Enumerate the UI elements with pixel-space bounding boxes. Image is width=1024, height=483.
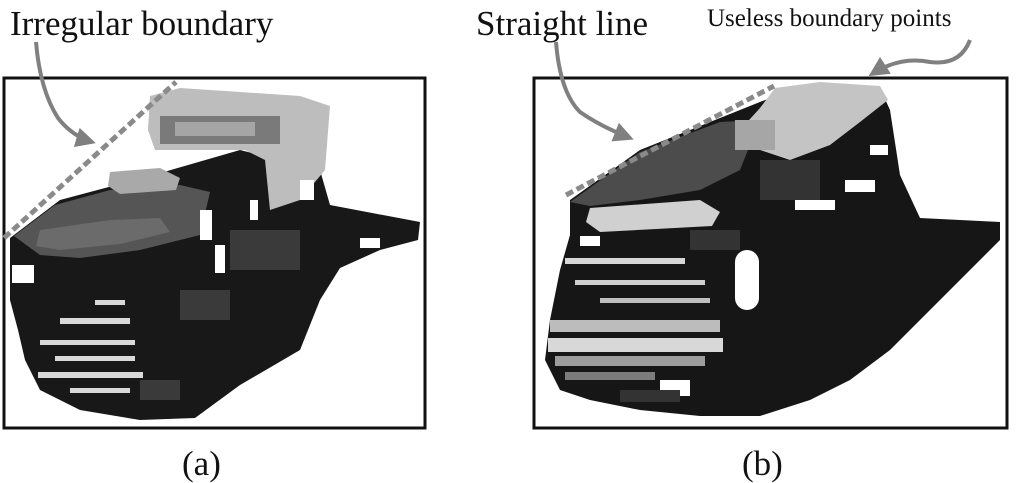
vehicle-b-side [620,160,820,402]
vehicle-a-top-band-2 [175,122,255,136]
vehicle-b-grill [548,258,723,380]
panel-a-arrow [34,41,96,147]
panel-b-caption: (b) [742,444,783,483]
panel-a-boundary-line [2,80,178,240]
panel-b-straight-line [564,83,776,198]
panel-a [2,41,427,430]
vehicle-a [10,88,420,420]
vehicle-b-roof [570,120,760,206]
vehicle-a-hood [108,168,180,194]
panel-b-points-arrow [868,39,972,77]
vehicle-b [545,82,1000,416]
panel-b-line-annotation: Straight line [476,4,649,43]
vehicle-a-holes [12,180,380,283]
panel-b-points-annotation: Useless boundary points [707,5,952,32]
vehicle-b-top-light [740,82,888,160]
vehicle-b-windshield [586,200,720,232]
vehicle-a-grill [38,300,143,393]
vehicle-a-side [140,230,300,400]
vehicle-a-hood-2 [36,218,170,250]
panel-a-caption: (a) [182,444,221,483]
panel-b-line-arrow [554,41,634,142]
panel-a-annotation: Irregular boundary [10,4,274,43]
panel-b [532,39,1009,430]
vehicle-b-top-patch [735,120,775,150]
vehicle-b-holes [580,145,888,396]
